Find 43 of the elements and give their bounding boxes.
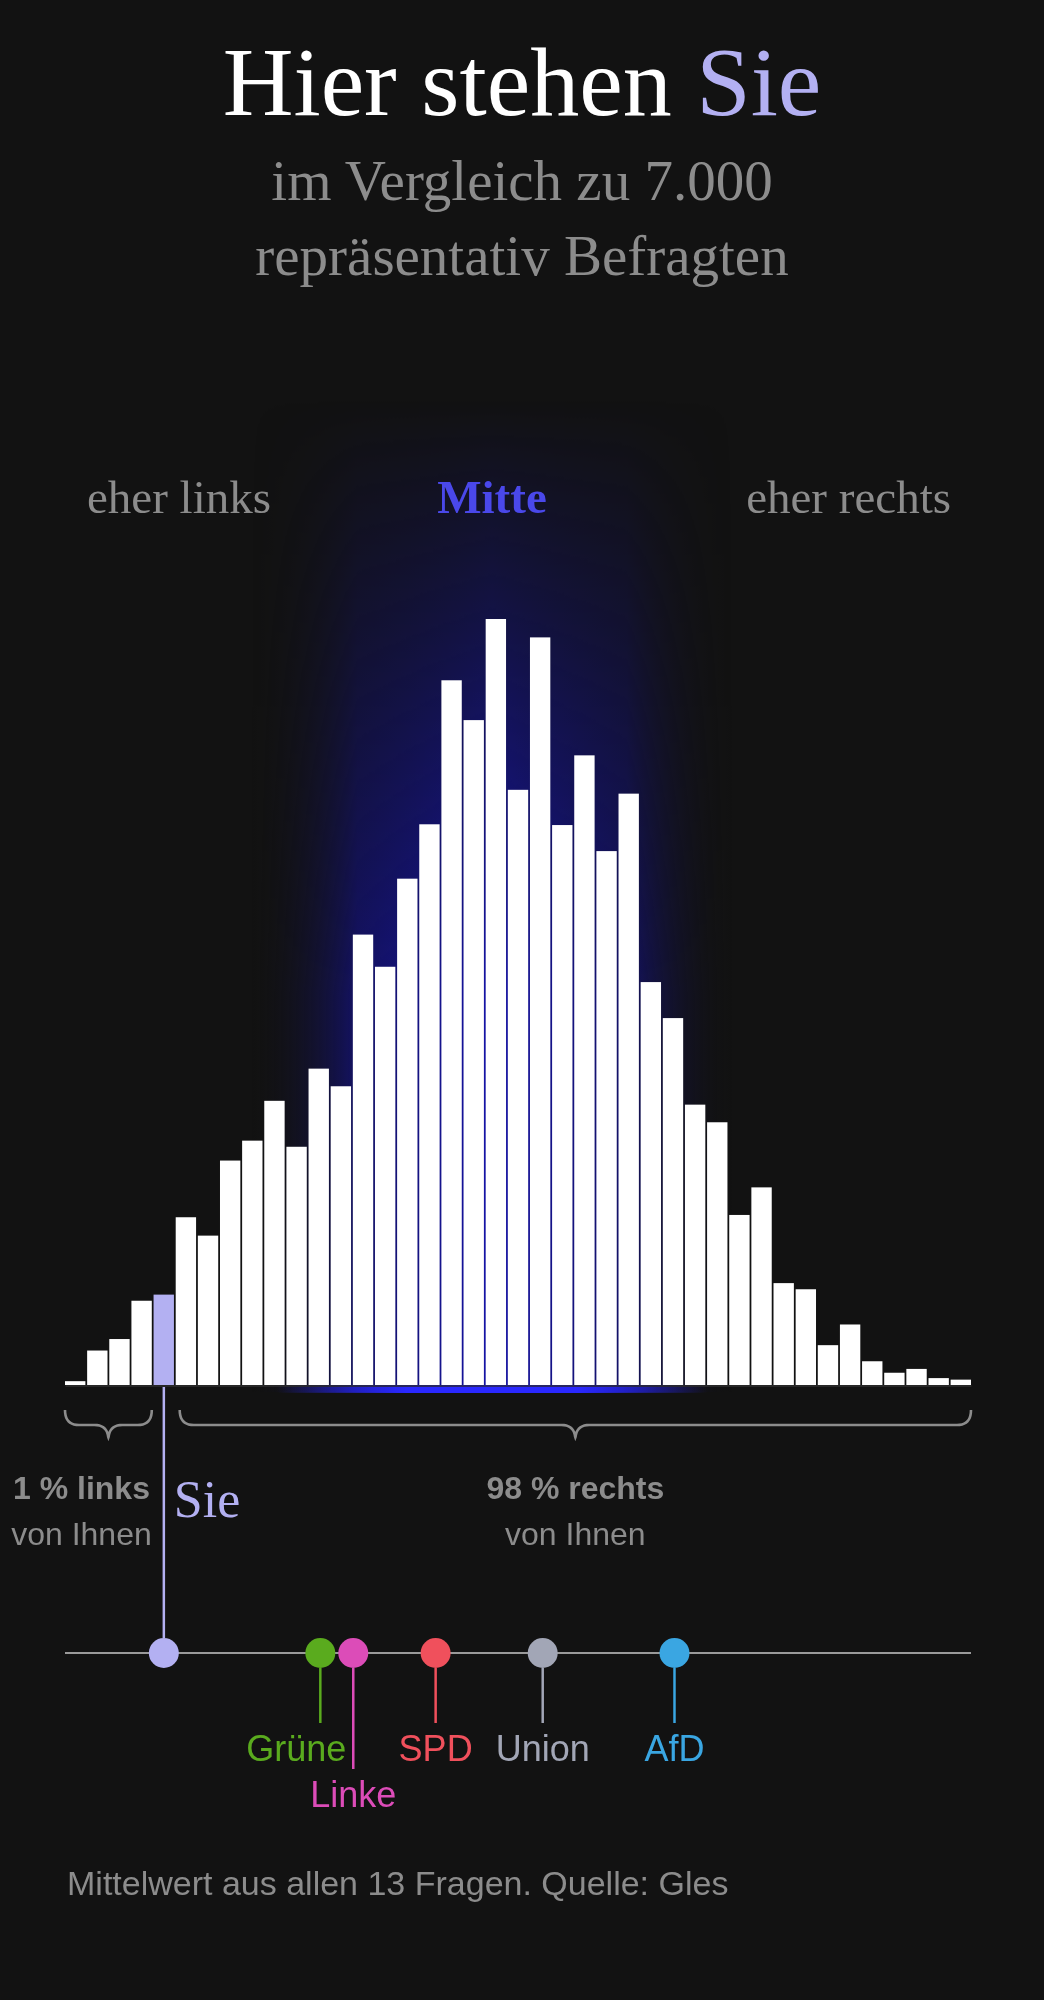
bar — [640, 982, 662, 1385]
bar — [308, 1068, 329, 1385]
bar — [219, 1160, 241, 1385]
bar — [707, 1122, 728, 1385]
bar — [463, 720, 484, 1385]
bar — [153, 1294, 174, 1385]
chart-title: Hier stehen Sie — [222, 28, 822, 136]
bar — [862, 1361, 883, 1385]
category-label: Grüne — [246, 1728, 347, 1769]
bar — [950, 1379, 971, 1385]
text: 1 % links — [12, 1470, 150, 1506]
bar — [197, 1235, 219, 1385]
category-label: AfD — [644, 1728, 705, 1769]
text: Mitte — [437, 471, 547, 523]
bar — [529, 637, 551, 1385]
bar — [507, 789, 529, 1385]
category-label: Sie — [173, 1471, 241, 1528]
bar — [175, 1217, 197, 1385]
bar — [839, 1324, 861, 1385]
category-label: Linke — [310, 1774, 397, 1815]
bar — [65, 1381, 86, 1385]
bar — [330, 1086, 352, 1385]
chart-subtitle: im Vergleich zu 7.000 repräsentativ Befragten — [255, 149, 789, 287]
bar — [374, 966, 396, 1385]
bar — [397, 878, 418, 1385]
text: von Ihnen — [505, 1516, 646, 1552]
bar — [618, 793, 639, 1385]
text: Mittelwert aus allen 13 Fragen. Quelle: Gles — [67, 1864, 729, 1902]
bar — [485, 619, 507, 1385]
text: eher rechts — [746, 471, 951, 523]
text: eher links — [87, 471, 272, 523]
bar — [817, 1345, 839, 1385]
bar — [552, 825, 573, 1385]
text: von Ihnen — [11, 1516, 152, 1552]
bar — [242, 1140, 263, 1385]
bar — [684, 1104, 706, 1385]
category-label: Union — [495, 1728, 590, 1769]
bar — [795, 1289, 817, 1385]
bar — [773, 1283, 794, 1385]
text: 98 % rechts — [486, 1470, 665, 1506]
category-label: SPD — [398, 1728, 473, 1769]
bar — [662, 1018, 684, 1385]
bar — [352, 934, 374, 1385]
